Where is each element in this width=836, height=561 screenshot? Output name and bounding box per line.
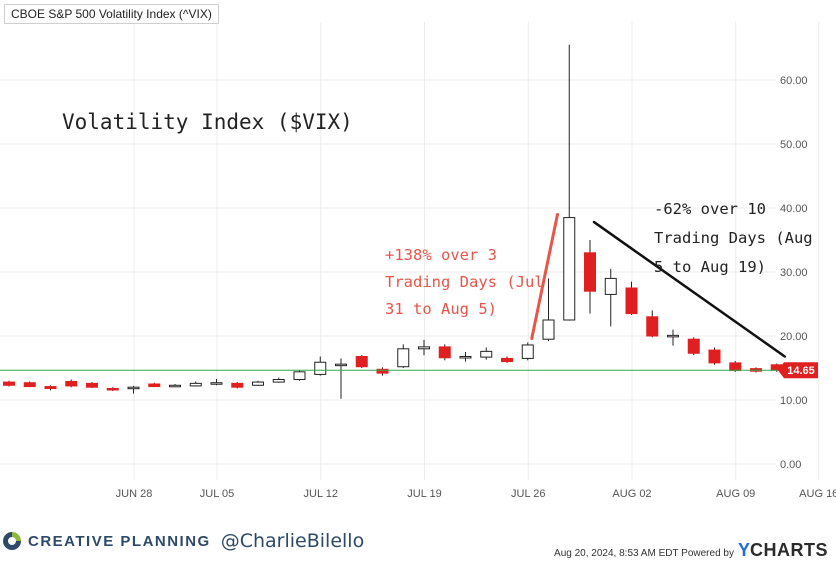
rise-note-line: 31 to Aug 5) [385,300,497,318]
candle-body-down [584,252,596,292]
candle-body-up [459,355,472,359]
footer-attribution: Aug 20, 2024, 8:53 AM EDT Powered by Y C… [554,540,828,561]
candles-group [3,44,783,399]
candle-body-up [252,381,264,386]
last-value-label: 14.65 [787,365,815,377]
candle-body-up [189,382,202,387]
series-title: CBOE S&P 500 Volatility Index (^VIX) [11,7,212,21]
annotation-arrows [530,212,786,358]
ycharts-logo-y: Y [737,540,750,560]
candle-body-down [646,316,659,337]
fall-note-line: Trading Days (Aug [654,229,813,247]
candle-body-up [210,382,223,385]
candle-body-up [272,379,285,383]
ycharts-logo-rest: CHARTS [750,540,828,560]
footer-brand: CREATIVE PLANNING @CharlieBilello [0,526,364,556]
x-tick-label: JUL 19 [407,488,441,500]
fall-arrow [592,220,786,358]
y-axis-ticks: 0.00 10.00 20.00 30.00 40.00 50.00 60.00 [780,75,808,471]
fall-note-line: 5 to Aug 19) [654,258,766,276]
y-tick-label: 20.00 [780,331,808,343]
author-handle: @CharlieBilello [220,530,365,552]
candle-body-up [335,363,347,367]
candle-body-up [418,346,430,350]
x-axis-ticks: JUN 28 JUL 05 JUL 12 JUL 19 JUL 26 AUG 02 AUG … [116,488,836,500]
candle-body-down [231,382,244,388]
candle-body-down [355,355,368,368]
candle-body-down [23,382,36,388]
candle-body-down [148,383,161,388]
brand-name: CREATIVE PLANNING [28,532,211,550]
candle-body-down [376,368,389,374]
grid-lines [0,22,820,480]
candle-body-down [106,387,119,391]
candle-body-down [687,338,700,354]
rise-arrow [530,212,559,341]
candle-body-up [314,361,327,375]
x-tick-label: JUL 26 [511,488,545,500]
main-annotation-title: Volatility Index ($VIX) [62,110,353,134]
candle-body-down [86,382,98,388]
x-tick-label: AUG 02 [612,488,651,500]
candle-body-up [542,319,555,340]
candle-body-up [563,217,576,321]
rise-note-line: Trading Days (Jul [385,273,544,291]
creative-planning-logo: CREATIVE PLANNING [2,531,211,551]
rise-note-line: +138% over 3 [385,246,497,264]
x-tick-label: JUL 12 [304,488,338,500]
x-tick-label: AUG 16 [799,488,836,500]
last-value-line-group: 14.65 [0,362,818,379]
y-tick-label: 50.00 [780,139,808,151]
y-tick-label: 30.00 [780,267,808,279]
candle-body-up [521,344,534,359]
candle-body-down [501,357,513,363]
y-tick-label: 0.00 [780,459,801,471]
chart-title-box: CBOE S&P 500 Volatility Index (^VIX) [4,4,219,24]
cp-mark-icon [3,532,21,550]
y-tick-label: 40.00 [780,203,808,215]
last-value-badge [778,362,818,379]
candle-body-up [293,371,306,381]
candle-body-down [729,362,742,372]
x-tick-label: JUN 28 [116,488,153,500]
candle-body-down [708,349,721,364]
y-tick-label: 60.00 [780,75,808,87]
candle-body-up [604,277,617,295]
candle-body-up [667,334,679,338]
candle-body-down [3,381,15,386]
timestamp: Aug 20, 2024, 8:53 AM EDT Powered by [554,548,734,559]
annotation-notes: Volatility Index ($VIX) +138% over 3 Tradi… [62,110,813,318]
candle-body-up [169,384,181,388]
candle-body-down [44,386,57,389]
candle-body-down [625,287,638,315]
candle-body-up [127,386,140,390]
candle-body-down [65,380,78,387]
candle-body-up [480,350,493,358]
x-tick-label: JUL 05 [200,488,234,500]
y-tick-label: 10.00 [780,395,808,407]
candle-body-down [438,346,451,359]
x-tick-label: AUG 09 [716,488,755,500]
candle-body-up [397,348,410,368]
fall-note-line: -62% over 10 [654,200,766,218]
